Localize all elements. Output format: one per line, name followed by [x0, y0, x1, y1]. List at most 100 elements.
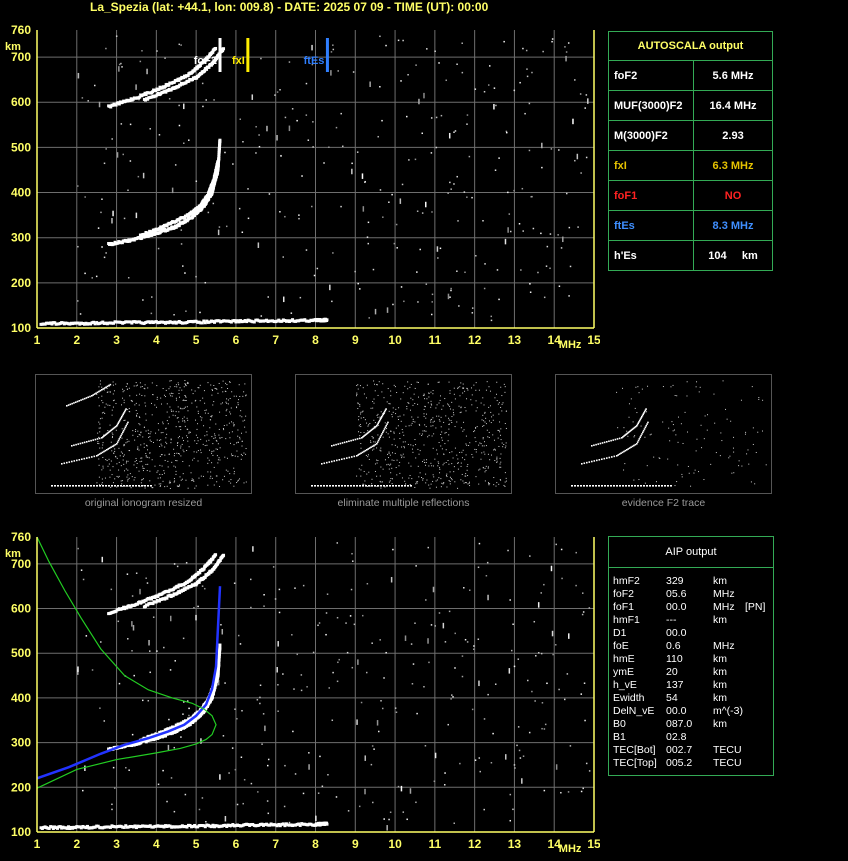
trace-point [214, 177, 218, 181]
noise-speck [142, 465, 144, 467]
noise-speck [720, 432, 722, 434]
noise-speck [376, 447, 378, 449]
noise-speck [186, 406, 188, 408]
aip-value: 137 [666, 679, 684, 691]
noise-speck [463, 429, 465, 431]
noise-speck [142, 467, 144, 469]
noise-speck [84, 196, 86, 198]
trace-point [228, 319, 232, 323]
noise-speck [94, 84, 96, 87]
trace-point [154, 320, 158, 324]
noise-speck [183, 142, 185, 144]
noise-speck [449, 296, 451, 298]
noise-speck [416, 271, 418, 273]
trace-point [108, 431, 111, 433]
noise-speck [517, 658, 520, 660]
noise-speck [241, 455, 243, 457]
noise-speck [496, 461, 498, 463]
noise-speck [501, 410, 503, 412]
trace-point [200, 824, 204, 828]
noise-speck [444, 641, 447, 643]
noise-speck [424, 430, 426, 432]
noise-speck [418, 476, 420, 478]
trace-point [246, 823, 250, 827]
noise-speck [175, 397, 177, 399]
trace-point [157, 824, 161, 828]
noise-speck [129, 395, 131, 397]
noise-speck [740, 399, 742, 401]
noise-speck [496, 381, 498, 383]
noise-speck [215, 388, 217, 390]
trace-point [643, 410, 646, 413]
noise-speck [432, 425, 434, 427]
noise-speck [170, 777, 173, 779]
noise-speck [430, 152, 433, 154]
noise-speck [351, 666, 354, 669]
noise-speck [402, 431, 404, 433]
trace-point [655, 485, 657, 487]
noise-speck [239, 415, 241, 417]
noise-speck [408, 425, 410, 427]
trace-point [116, 425, 118, 427]
noise-speck [356, 719, 358, 725]
trace-point [110, 429, 113, 431]
noise-speck [366, 236, 369, 238]
noise-speck [431, 293, 434, 296]
noise-speck [126, 573, 129, 575]
trace-point [84, 321, 88, 325]
noise-speck [114, 448, 116, 450]
aip-unit: km [713, 575, 727, 587]
noise-speck [379, 417, 381, 419]
trace-point [626, 432, 628, 435]
noise-speck [496, 458, 498, 460]
trace-point [193, 823, 197, 827]
noise-speck [123, 445, 125, 447]
noise-speck [467, 464, 469, 466]
trace-point [78, 459, 81, 461]
noise-speck [372, 437, 374, 439]
trace-point [239, 824, 243, 828]
noise-speck [744, 433, 746, 435]
noise-speck [752, 443, 754, 445]
profile-line [36, 586, 222, 780]
noise-speck [680, 423, 682, 425]
noise-speck [452, 412, 454, 414]
noise-speck [173, 481, 175, 483]
noise-speck [233, 395, 235, 397]
trace-point [153, 229, 157, 233]
noise-speck [259, 696, 261, 699]
noise-speck [456, 454, 458, 456]
trace-point [245, 320, 249, 324]
noise-speck [408, 462, 410, 464]
noise-speck [443, 462, 445, 464]
noise-speck [448, 428, 450, 430]
noise-speck [147, 429, 149, 431]
noise-speck [150, 431, 152, 433]
thumbnail-f2-trace [555, 374, 772, 494]
noise-speck [416, 482, 418, 484]
noise-speck [463, 191, 466, 193]
noise-speck [530, 196, 532, 198]
noise-speck [435, 146, 438, 149]
noise-speck [388, 451, 390, 453]
trace-point [619, 485, 621, 487]
aip-row: B1 02.8 [613, 731, 769, 744]
trace-point [328, 461, 331, 463]
noise-speck [725, 408, 727, 410]
trace-point [117, 422, 120, 425]
trace-point [102, 485, 104, 487]
noise-speck [110, 441, 112, 443]
noise-speck [102, 467, 104, 469]
noise-speck [215, 439, 217, 441]
noise-speck [454, 398, 456, 400]
noise-speck [125, 462, 127, 464]
noise-speck [367, 221, 370, 224]
trace-point [176, 320, 180, 324]
trace-point [291, 824, 295, 828]
noise-speck [178, 411, 180, 413]
noise-speck [373, 425, 375, 427]
noise-speck [434, 458, 436, 460]
trace-point [113, 320, 117, 324]
noise-speck [135, 409, 137, 411]
noise-speck [421, 435, 423, 437]
